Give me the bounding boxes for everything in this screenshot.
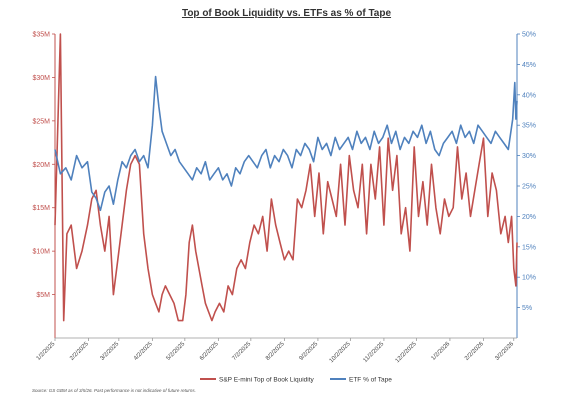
x-tick-label: 7/2/2025: [231, 341, 252, 362]
left-tick-label: $20M: [32, 162, 50, 169]
x-tick-label: 6/2/2025: [199, 341, 220, 362]
left-tick-label: $25M: [32, 118, 50, 125]
right-tick-label: 10%: [522, 275, 536, 282]
right-tick-label: 50%: [522, 32, 536, 39]
x-tick-label: 8/2/2025: [265, 341, 286, 362]
left-tick-label: $10M: [32, 249, 50, 256]
right-tick-label: 15%: [522, 244, 536, 251]
x-tick-label: 1/2/2026: [431, 341, 452, 362]
series-line-liquidity: [54, 33, 518, 322]
source-note: Source: GS GBM as of 3/5/26. Past perfor…: [32, 388, 196, 393]
x-tick-label: 5/2/2025: [165, 341, 186, 362]
x-tick-label: 3/2/2025: [99, 341, 120, 362]
right-tick-label: 25%: [522, 184, 536, 191]
legend-label: S&P E-mini Top of Book Liquidity: [219, 377, 315, 384]
right-tick-label: 40%: [522, 92, 536, 99]
x-tick-label: 2/2/2025: [69, 341, 90, 362]
left-tick-label: $30M: [32, 75, 50, 82]
x-tick-label: 10/2/2025: [329, 341, 353, 365]
x-tick-label: 4/2/2025: [133, 341, 154, 362]
series-line-etf-tape: [54, 75, 518, 212]
x-tick-label: 11/2/2025: [363, 341, 386, 364]
right-tick-label: 5%: [522, 305, 532, 312]
x-tick-label: 12/2/2025: [395, 341, 419, 365]
right-tick-label: 30%: [522, 153, 536, 160]
right-tick-label: 20%: [522, 214, 536, 221]
x-tick-label: 9/2/2025: [299, 341, 320, 362]
right-tick-label: 35%: [522, 123, 536, 130]
x-tick-label: 3/2/2026: [494, 341, 515, 362]
left-tick-label: $15M: [32, 205, 50, 212]
x-tick-label: 2/2/2026: [464, 341, 485, 362]
x-tick-label: 1/2/2025: [36, 341, 57, 362]
left-tick-label: $35M: [32, 32, 50, 39]
chart-title: Top of Book Liquidity vs. ETFs as % of T…: [181, 8, 392, 19]
left-tick-label: $5M: [36, 292, 50, 299]
right-tick-label: 45%: [522, 62, 536, 69]
legend-label: ETF % of Tape: [349, 377, 392, 384]
